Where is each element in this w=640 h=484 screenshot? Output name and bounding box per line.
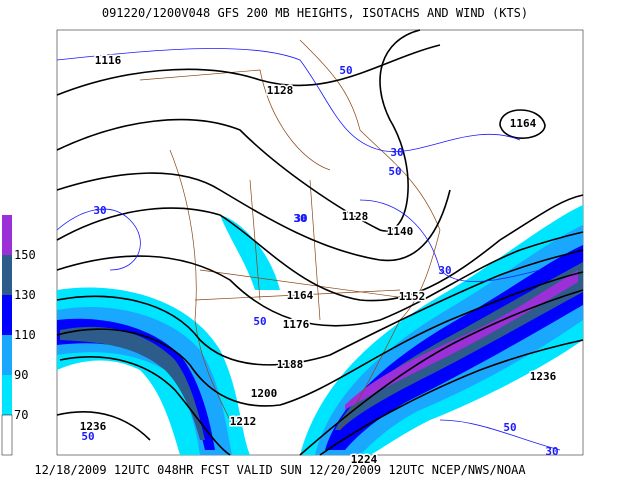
height-contours xyxy=(56,29,584,456)
boundaries xyxy=(139,39,441,431)
height-label: 1236 xyxy=(80,420,107,433)
height-label: 1116 xyxy=(95,54,122,67)
height-label: 1128 xyxy=(342,210,369,223)
footer: 12/18/2009 12UTC 048HR FCST VALID SUN 12… xyxy=(34,463,526,477)
colorbar xyxy=(1,215,13,456)
height-label: 1236 xyxy=(530,370,557,383)
isotach-label: 50 xyxy=(339,64,352,77)
height-label: 1212 xyxy=(230,415,257,428)
colorbar-label: 110 xyxy=(14,328,36,342)
colorbar-label: 130 xyxy=(14,288,36,302)
height-label: 1164 xyxy=(287,289,314,302)
isotach-label: 50 xyxy=(81,430,94,443)
height-label: 1176 xyxy=(283,318,310,331)
height-label: 1188 xyxy=(277,358,304,371)
height-label: 1128 xyxy=(267,84,294,97)
height-label: 1224 xyxy=(351,453,378,466)
isotach-label: 30 xyxy=(390,146,403,159)
colorbar-label: 150 xyxy=(14,248,36,262)
isotach-label: 50 xyxy=(253,315,266,328)
colorbar-label: 90 xyxy=(14,368,28,382)
height-label: 1140 xyxy=(387,225,414,238)
isotach-label: 30 xyxy=(93,204,106,217)
isotach-label: 30 xyxy=(438,264,451,277)
isotach-contours xyxy=(56,48,561,451)
height-label: 1164 xyxy=(510,117,537,130)
height-label: 1200 xyxy=(251,387,278,400)
colorbar-label: 70 xyxy=(14,408,28,422)
isotach-shading xyxy=(57,205,583,455)
title: 091220/1200V048 GFS 200 MB HEIGHTS, ISOT… xyxy=(102,6,528,20)
isotach-label: 50 xyxy=(503,421,516,434)
isotach-label: 30 xyxy=(545,445,558,458)
isotach-label: 30 xyxy=(294,212,307,225)
isotach-label: 50 xyxy=(388,165,401,178)
isotach-label: 30 xyxy=(293,212,306,225)
height-label: 1152 xyxy=(399,290,426,303)
